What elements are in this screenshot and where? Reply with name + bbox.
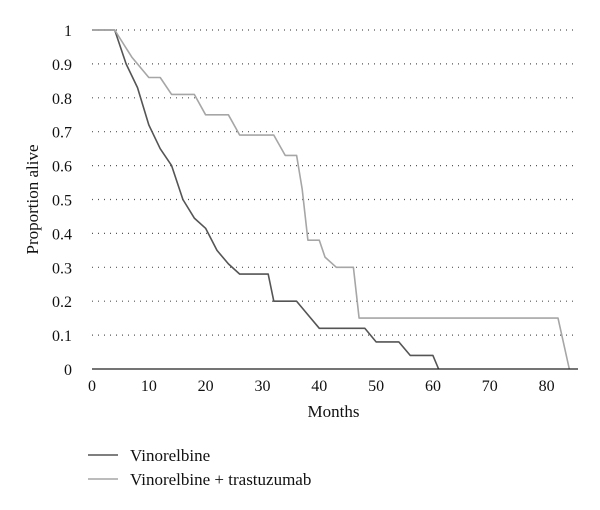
y-tick-label: 0.5 <box>52 193 72 210</box>
legend-label-vinorelbine: Vinorelbine <box>130 446 210 465</box>
series-line-0 <box>92 29 440 370</box>
x-tick-label: 60 <box>425 378 441 395</box>
y-tick-label: 0.6 <box>52 159 72 176</box>
y-tick-label: 0.9 <box>52 57 72 74</box>
y-tick-label: 0.2 <box>52 294 72 311</box>
legend-label-vinorelbine-trastuzumab: Vinorelbine + trastuzumab <box>130 470 311 489</box>
legend: Vinorelbine Vinorelbine + trastuzumab <box>88 446 311 489</box>
x-tick-label: 0 <box>88 378 96 395</box>
x-tick-label: 20 <box>198 378 214 395</box>
y-tick-label: 0 <box>64 362 72 379</box>
y-tick-label: 0.8 <box>52 91 72 108</box>
y-tick-labels: 0 0.1 0.2 0.3 0.4 0.5 0.6 0.7 0.8 0.9 1 <box>52 23 72 379</box>
y-tick-label: 0.3 <box>52 260 72 277</box>
y-tick-label: 0.4 <box>52 226 72 243</box>
y-tick-label: 0.7 <box>52 125 72 142</box>
x-tick-label: 70 <box>482 378 498 395</box>
x-tick-labels: 0 10 20 30 40 50 60 70 80 <box>88 378 555 395</box>
x-tick-label: 80 <box>539 378 555 395</box>
gridlines <box>92 29 578 336</box>
x-axis-title: Months <box>308 402 360 421</box>
x-tick-label: 50 <box>368 378 384 395</box>
x-tick-label: 10 <box>141 378 157 395</box>
series-lines <box>92 29 571 370</box>
x-tick-label: 30 <box>254 378 270 395</box>
y-tick-label: 0.1 <box>52 328 72 345</box>
x-tick-label: 40 <box>311 378 327 395</box>
y-axis-title: Proportion alive <box>23 144 42 254</box>
series-line-1 <box>92 29 571 370</box>
y-tick-label: 1 <box>64 23 72 40</box>
